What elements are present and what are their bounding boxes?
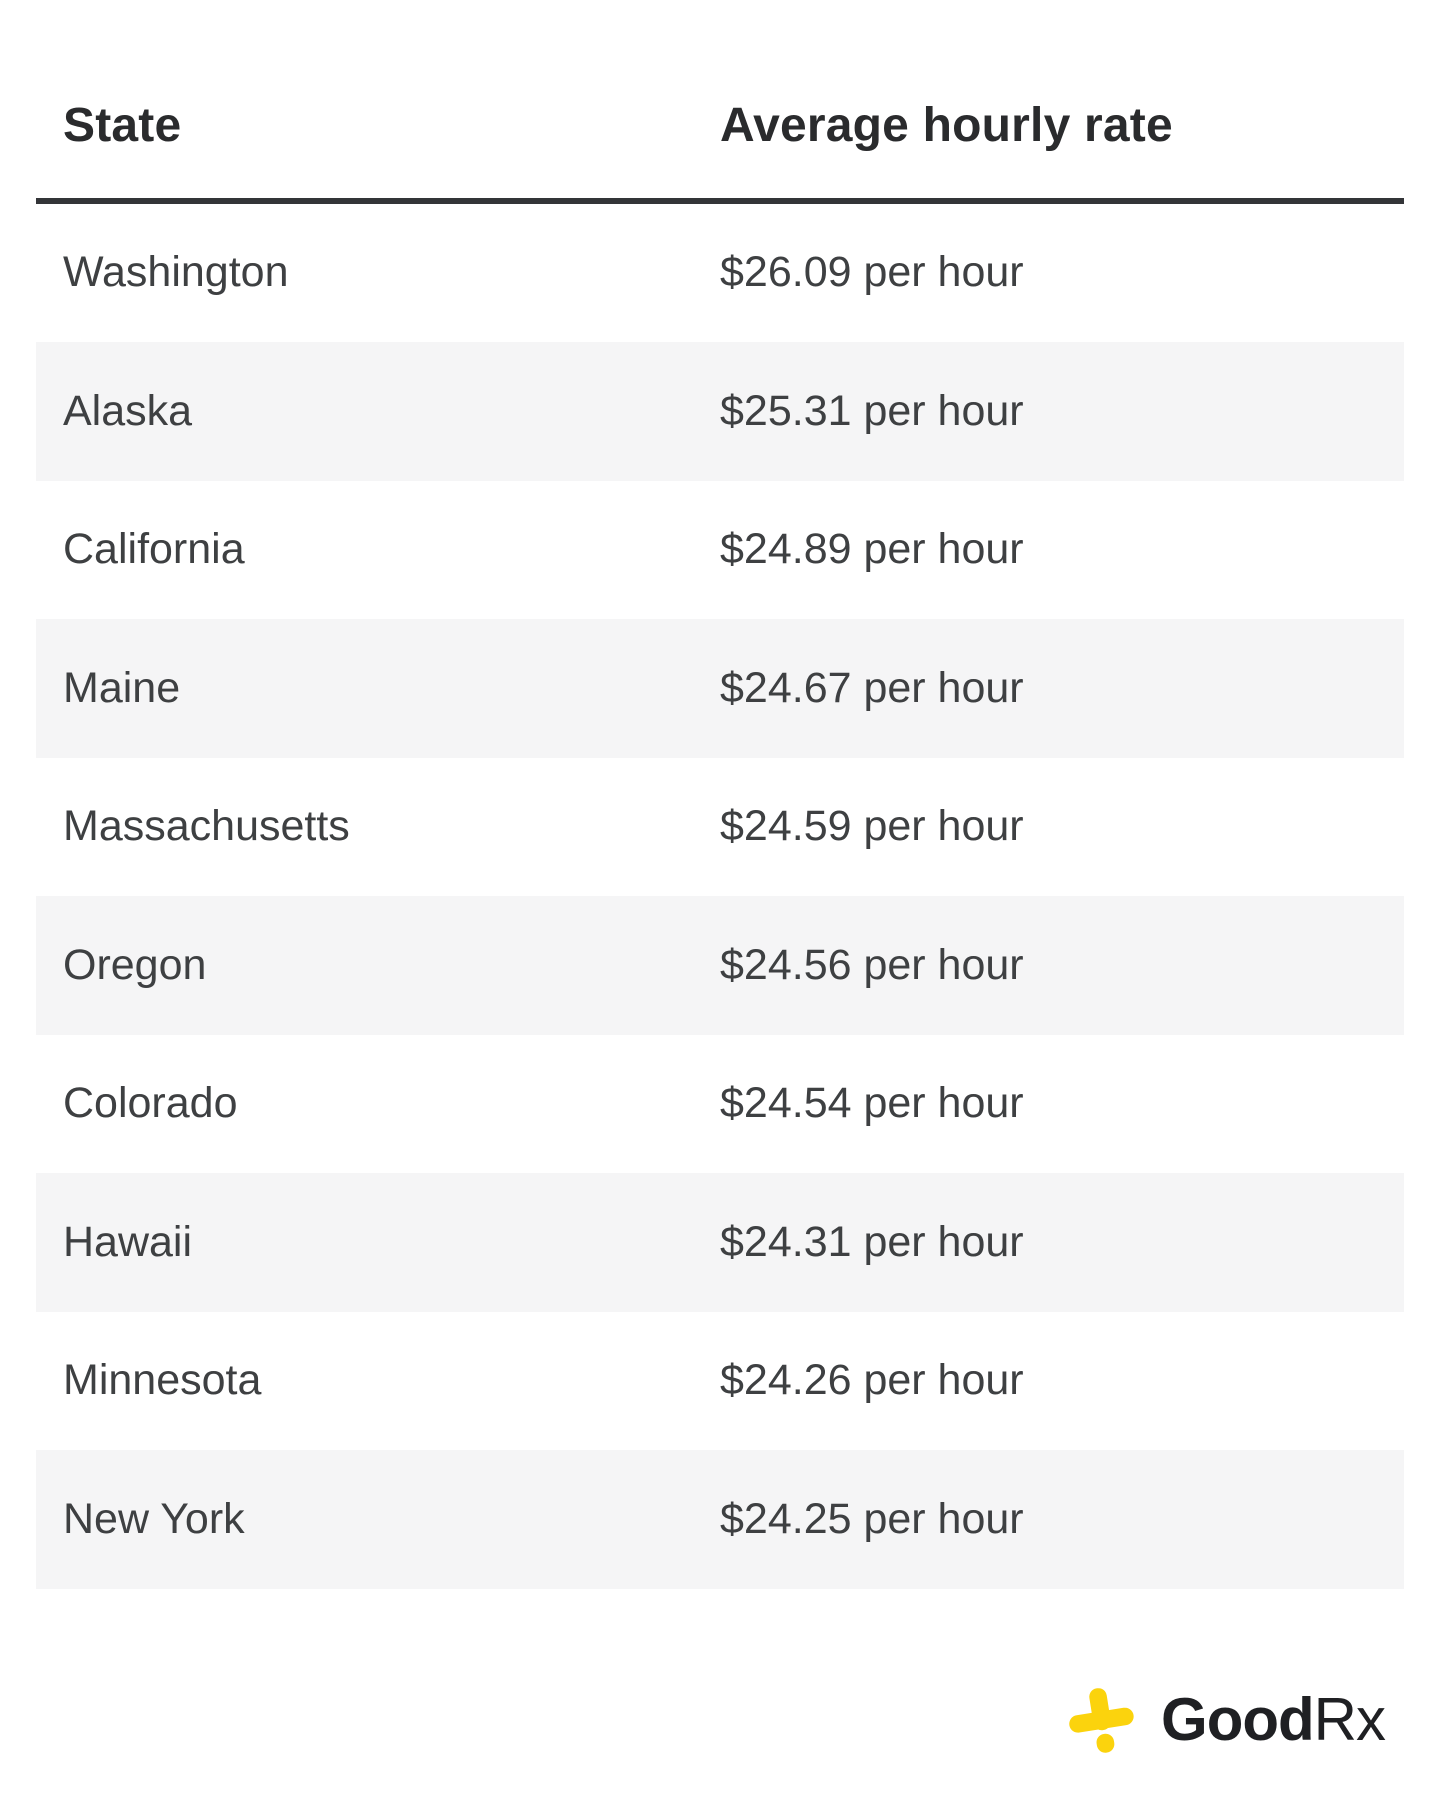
goodrx-wordmark-good: Good (1161, 1686, 1315, 1753)
column-header-state: State (63, 99, 182, 152)
rate-cell: $24.26 per hour (720, 1356, 1024, 1405)
table-row: California $24.89 per hour (36, 481, 1404, 620)
rates-table: State Average hourly rate Washington $26… (36, 0, 1404, 1589)
state-cell: Alaska (63, 386, 193, 435)
table-row: Hawaii $24.31 per hour (36, 1173, 1404, 1312)
table-header-row: State Average hourly rate (36, 0, 1404, 204)
rate-cell: $26.09 per hour (720, 248, 1024, 297)
table-row: Washington $26.09 per hour (36, 204, 1404, 343)
rate-cell: $24.67 per hour (720, 663, 1024, 712)
goodrx-wordmark: GoodRx (1161, 1690, 1386, 1750)
rate-cell: $24.89 per hour (720, 525, 1024, 574)
state-cell: Massachusetts (63, 802, 350, 851)
goodrx-plus-icon (1069, 1687, 1134, 1753)
rate-cell: $24.25 per hour (720, 1494, 1024, 1543)
rate-cell: $24.56 per hour (720, 940, 1024, 989)
state-cell: New York (63, 1494, 245, 1543)
state-cell: Oregon (63, 940, 207, 989)
table-body: Washington $26.09 per hour Alaska $25.31… (36, 204, 1404, 1589)
table-row: Colorado $24.54 per hour (36, 1035, 1404, 1174)
state-cell: California (63, 525, 245, 574)
rate-cell: $24.31 per hour (720, 1217, 1024, 1266)
state-cell: Minnesota (63, 1356, 262, 1405)
state-cell: Maine (63, 663, 181, 712)
table-row: Massachusetts $24.59 per hour (36, 758, 1404, 897)
rate-cell: $24.54 per hour (720, 1079, 1024, 1128)
table-row: Oregon $24.56 per hour (36, 896, 1404, 1035)
state-cell: Hawaii (63, 1217, 193, 1266)
state-cell: Washington (63, 248, 289, 297)
state-cell: Colorado (63, 1079, 238, 1128)
table-row: New York $24.25 per hour (36, 1450, 1404, 1589)
table-row: Alaska $25.31 per hour (36, 342, 1404, 481)
column-header-rate: Average hourly rate (720, 99, 1173, 152)
rate-cell: $25.31 per hour (720, 386, 1024, 435)
table-row: Minnesota $24.26 per hour (36, 1312, 1404, 1451)
goodrx-wordmark-rx: Rx (1313, 1686, 1386, 1753)
rate-cell: $24.59 per hour (720, 802, 1024, 851)
goodrx-logo: GoodRx (1069, 1686, 1386, 1754)
table-row: Maine $24.67 per hour (36, 619, 1404, 758)
